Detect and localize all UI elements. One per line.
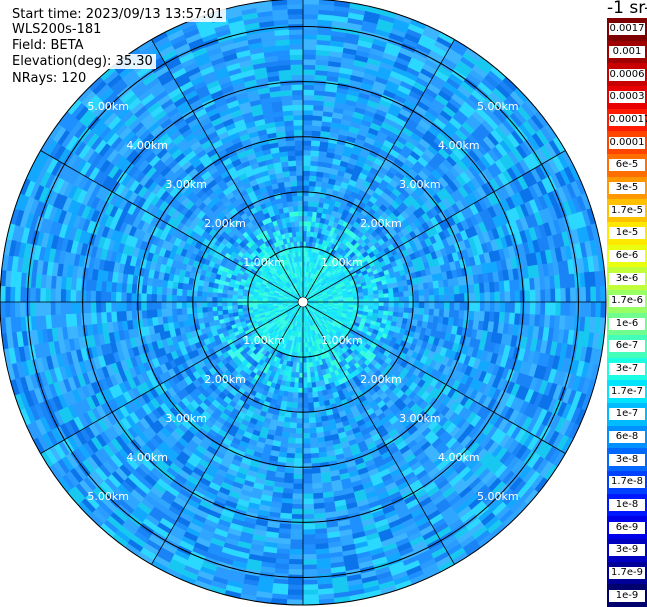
colorbar-label: 1e-8 [609, 499, 645, 512]
ring-label: 4.00km [438, 451, 480, 464]
ring-label: 2.00km [360, 217, 402, 230]
spoke-line [302, 301, 455, 565]
spoke-line [302, 301, 566, 454]
ring-label: 2.00km [204, 217, 246, 230]
spoke-line [151, 301, 304, 565]
ring-label: 1.00km [321, 334, 363, 347]
ring-labels: 1.00km 1.00km 1.00km 1.00km 2.00km 2.00km 2.00… [87, 100, 518, 503]
spoke-line [40, 150, 304, 303]
colorbar-label: 1.7e-8 [609, 476, 645, 489]
colorbar-label: 0.0003 [609, 91, 645, 104]
colorbar-label: 3e-8 [609, 453, 645, 466]
ring-label: 2.00km [204, 373, 246, 386]
center-marker [297, 296, 309, 308]
colorbar-label: 1.7e-9 [609, 567, 645, 580]
colorbar: 0.0017 0.001 0.0006 0.0003 0.00017 0.0001 6e-5… [607, 18, 647, 607]
ring-label: 1.00km [321, 256, 363, 269]
colorbar-label: 6e-7 [609, 340, 645, 353]
ring-label: 1.00km [243, 256, 285, 269]
spoke-line [40, 301, 304, 454]
colorbar-label: 1.7e-5 [609, 204, 645, 217]
ring-label: 3.00km [165, 178, 207, 191]
spoke-line [151, 39, 304, 303]
colorbar-label: 1e-5 [609, 227, 645, 240]
ppi-cells [0, 0, 607, 606]
colorbar-label: 6e-8 [609, 431, 645, 444]
start-time-label: Start time: 2023/09/13 13:57:01 [12, 7, 227, 22]
colorbar-label: 3e-5 [609, 181, 645, 194]
instrument-label: WLS200s-181 [12, 22, 105, 37]
colorbar-label: 0.0017 [609, 23, 645, 36]
colorbar-label: 1.7e-6 [609, 295, 645, 308]
colorbar-title: -1 sr-1 [607, 0, 647, 18]
colorbar-label: 1e-6 [609, 317, 645, 330]
nrays-label: NRays: 120 [12, 71, 90, 86]
elevation-label: Elevation(deg): 35.30 [12, 54, 156, 69]
spoke-line [302, 39, 455, 303]
colorbar-label: 6e-5 [609, 159, 645, 172]
colorbar-label: 6e-9 [609, 521, 645, 534]
ring-label: 5.00km [477, 100, 519, 113]
range-grid [0, 0, 607, 606]
colorbar-label: 6e-6 [609, 249, 645, 262]
ring-label: 5.00km [477, 490, 519, 503]
ring-label: 4.00km [126, 139, 168, 152]
colorbar-label: 0.0006 [609, 68, 645, 81]
ring-label: 5.00km [87, 100, 129, 113]
ring-label: 3.00km [165, 412, 207, 425]
ring-label: 2.00km [360, 373, 402, 386]
ring-label: 1.00km [243, 334, 285, 347]
colorbar-label: 1e-9 [609, 589, 645, 602]
colorbar-label: 3e-6 [609, 272, 645, 285]
colorbar-label: 3e-9 [609, 544, 645, 557]
ppi-plot: 1.00km 1.00km 1.00km 1.00km 2.00km 2.00km 2.00… [0, 0, 607, 606]
ring-label: 4.00km [126, 451, 168, 464]
colorbar-label: 3e-7 [609, 363, 645, 376]
field-label: Field: BETA [12, 38, 87, 53]
ring-label: 3.00km [399, 412, 441, 425]
spoke-line [302, 150, 566, 303]
ring-label: 5.00km [87, 490, 129, 503]
ring-label: 3.00km [399, 178, 441, 191]
colorbar-label: 0.00017 [609, 113, 647, 126]
colorbar-label: 1e-7 [609, 408, 645, 421]
colorbar-label: 1.7e-7 [609, 385, 645, 398]
colorbar-label: 0.0001 [609, 136, 645, 149]
colorbar-label: 0.001 [609, 45, 645, 58]
ring-label: 4.00km [438, 139, 480, 152]
